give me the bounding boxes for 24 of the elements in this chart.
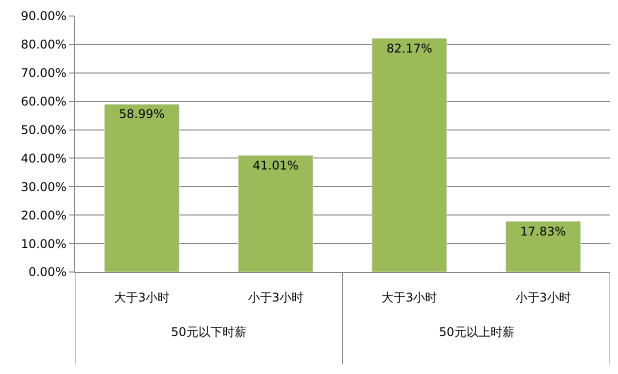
bar	[505, 221, 581, 272]
text: 50元以上时薪	[439, 325, 514, 339]
x-tick-label: 小于3小时	[515, 290, 571, 304]
y-tick-label: 50.00%	[20, 122, 67, 137]
data-label: 41.01%	[252, 158, 299, 172]
data-label: 82.17%	[386, 41, 432, 56]
y-tick-label: 40.00%	[20, 151, 67, 166]
y-tick-label: 20.00%	[20, 208, 67, 222]
y-tick-label: 0.00%	[28, 265, 67, 280]
y-tick-label: 80.00%	[20, 38, 67, 52]
y-tick-label: 90.00%	[20, 9, 67, 24]
data-label: 58.99%	[118, 107, 165, 122]
y-tick-label: 30.00%	[20, 180, 67, 194]
bar	[238, 155, 314, 272]
x-tick-label: 大于3小时	[114, 290, 170, 304]
x-tick-label: 小于3小时	[248, 290, 304, 304]
y-tick-label: 60.00%	[20, 94, 67, 109]
y-tick-label: 10.00%	[20, 236, 67, 251]
x-tick-label: 大于3小时	[382, 290, 438, 304]
text: 50元以下时薪	[171, 325, 246, 339]
bar	[104, 104, 180, 272]
data-label: 17.83%	[520, 224, 566, 238]
bar	[372, 38, 448, 272]
y-tick-label: 70.00%	[20, 66, 67, 80]
